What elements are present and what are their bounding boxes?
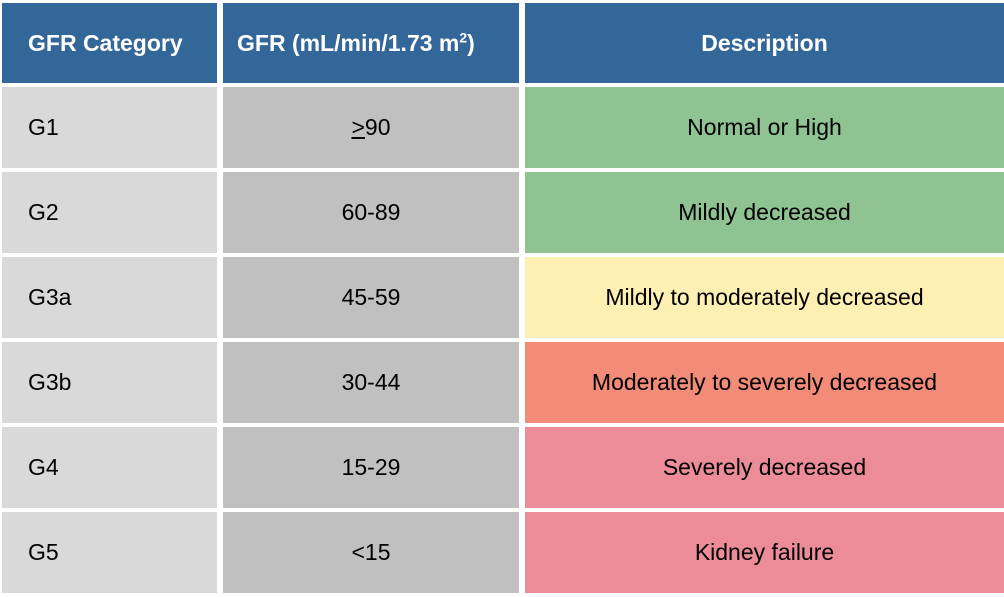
row-description: Normal or High [687,114,842,140]
header-category-label: GFR Category [28,29,183,56]
row-gfr: <15 [351,539,391,565]
header-gfr: GFR (mL/min/1.73 m2) [223,3,519,83]
row-category-cell: G2 [2,172,217,253]
row-description: Mildly decreased [678,199,851,225]
row-category: G1 [28,114,59,140]
header-description: Description [525,3,1004,83]
row-gfr-cell: <15 [223,512,519,593]
row-gfr-cell: 15-29 [223,427,519,508]
row-description: Kidney failure [694,539,835,565]
row-description: Severely decreased [662,454,867,480]
gfr-symbol: > [351,114,365,140]
row-gfr-cell: 30-44 [223,342,519,423]
row-category: G3b [28,369,72,395]
row-gfr-cell: 60-89 [223,172,519,253]
row-gfr: 15-29 [341,454,401,480]
row-category: G4 [28,454,59,480]
row-category: G2 [28,199,59,225]
row-description-cell: Normal or High [525,87,1004,168]
row-description: Moderately to severely decreased [591,369,938,395]
row-category: G3a [28,284,72,310]
row-gfr: >90 [351,114,390,141]
header-gfr-label: GFR (mL/min/1.73 m2) [237,30,475,57]
row-description-cell: Severely decreased [525,427,1004,508]
header-gfr-superscript: 2 [459,28,468,45]
row-description-cell: Moderately to severely decreased [525,342,1004,423]
row-gfr: 45-59 [341,284,401,310]
header-category: GFR Category [2,3,217,83]
header-description-label: Description [701,29,828,56]
row-description: Mildly to moderately decreased [605,284,924,310]
row-description-cell: Mildly to moderately decreased [525,257,1004,338]
row-description-cell: Mildly decreased [525,172,1004,253]
row-gfr: 60-89 [341,199,401,225]
row-category-cell: G3a [2,257,217,338]
row-category-cell: G4 [2,427,217,508]
header-gfr-close: ) [467,29,475,56]
row-category: G5 [28,539,59,565]
row-gfr-cell: 45-59 [223,257,519,338]
row-category-cell: G3b [2,342,217,423]
row-gfr-cell: >90 [223,87,519,168]
row-category-cell: G5 [2,512,217,593]
row-gfr: 30-44 [341,369,401,395]
header-gfr-text: GFR (mL/min/1.73 m [237,29,460,56]
row-category-cell: G1 [2,87,217,168]
row-description-cell: Kidney failure [525,512,1004,593]
gfr-value: 90 [364,114,391,140]
